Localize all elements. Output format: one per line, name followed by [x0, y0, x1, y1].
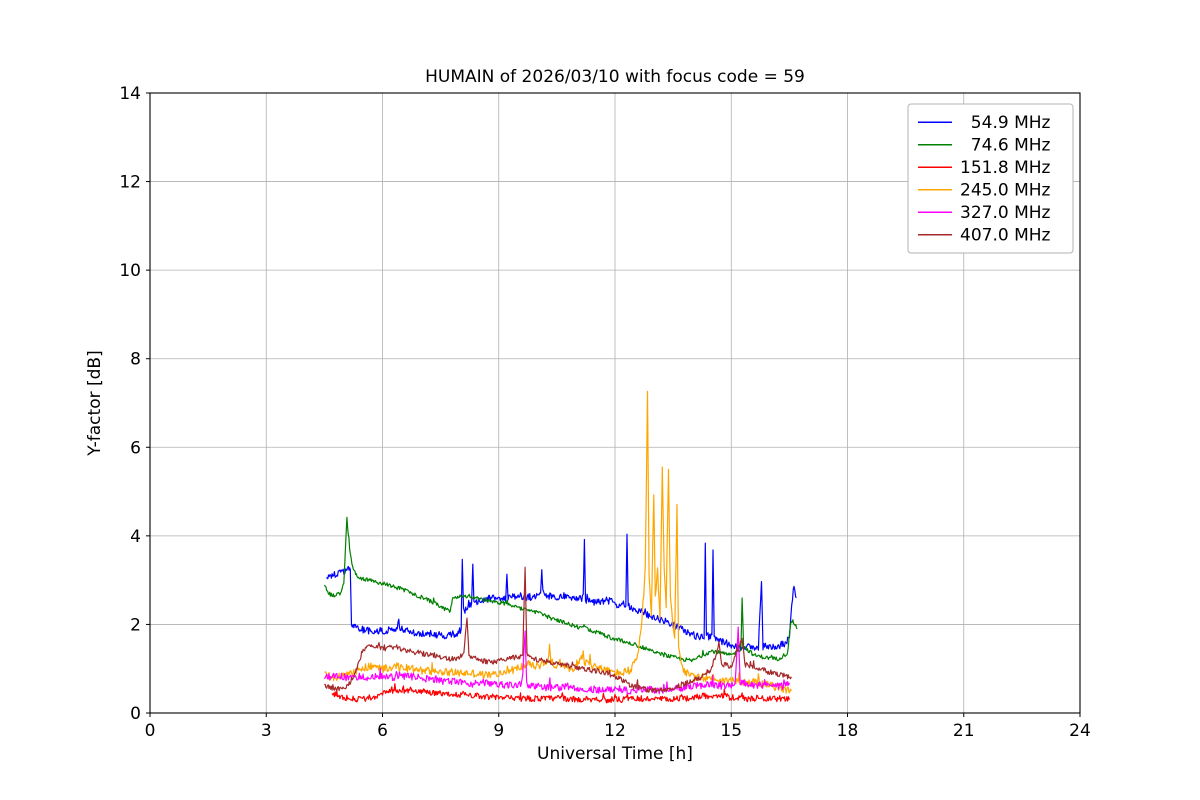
- x-tick-label: 9: [493, 721, 504, 741]
- series-line-407-0-mhz: [323, 566, 792, 694]
- x-tick-label: 12: [604, 721, 626, 741]
- legend-label-74-6-mhz: 74.6 MHz: [960, 135, 1051, 155]
- legend-box: [907, 103, 1074, 254]
- y-tick-label: 14: [119, 84, 141, 104]
- x-tick-label: 24: [1069, 721, 1091, 741]
- legend-label-327-0-mhz: 327.0 MHz: [960, 203, 1051, 223]
- x-tick-label: 0: [145, 721, 156, 741]
- x-tick-label: 6: [377, 721, 388, 741]
- y-tick-label: 0: [130, 704, 141, 724]
- y-tick-label: 8: [130, 350, 141, 370]
- legend-label-245-0-mhz: 245.0 MHz: [960, 180, 1051, 200]
- x-tick-label: 3: [261, 721, 272, 741]
- series-line-74-6-mhz: [323, 516, 798, 663]
- x-tick-label: 21: [953, 721, 975, 741]
- legend-label-54-9-mhz: 54.9 MHz: [960, 113, 1051, 133]
- legend-label-151-8-mhz: 151.8 MHz: [960, 158, 1051, 178]
- series-line-151-8-mhz: [331, 683, 790, 704]
- chart-title: HUMAIN of 2026/03/10 with focus code = 5…: [425, 67, 805, 87]
- y-tick-label: 10: [119, 261, 141, 281]
- y-tick-label: 6: [130, 438, 141, 458]
- series-line-54-9-mhz: [326, 533, 797, 651]
- series-line-245-0-mhz: [324, 390, 792, 694]
- x-axis-label: Universal Time [h]: [537, 744, 693, 764]
- y-tick-label: 4: [130, 527, 141, 547]
- y-tick-label: 2: [130, 615, 141, 635]
- legend-label-407-0-mhz: 407.0 MHz: [960, 225, 1051, 245]
- y-tick-label: 12: [119, 173, 141, 193]
- y-axis-label: Y-factor [dB]: [85, 350, 105, 456]
- x-tick-label: 18: [837, 721, 859, 741]
- series-line-327-0-mhz: [323, 626, 790, 695]
- x-tick-label: 15: [720, 721, 742, 741]
